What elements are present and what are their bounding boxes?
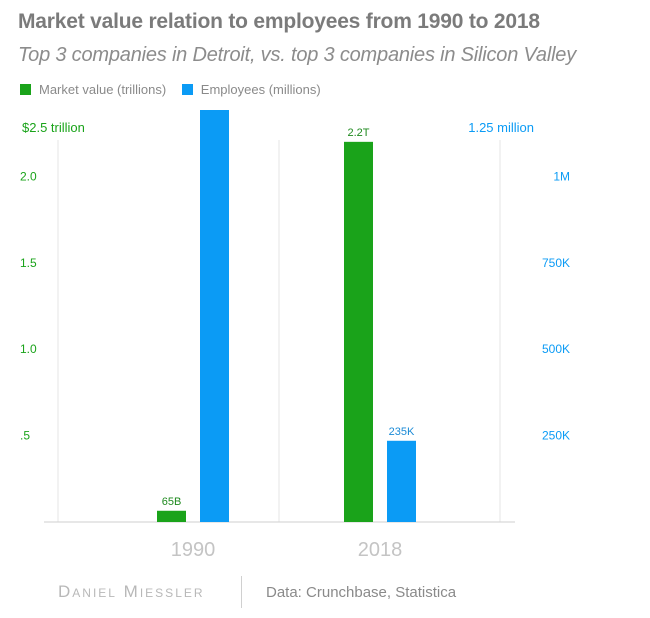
bar-1990-employees	[200, 110, 229, 522]
legend-label-market-value: Market value (trillions)	[39, 82, 167, 97]
legend-item-employees: Employees (millions)	[181, 82, 321, 97]
legend: Market value (trillions) Employees (mill…	[20, 82, 333, 98]
right-tick-label-0: 1M	[553, 169, 570, 183]
right-axis-title: 1.25 million	[468, 120, 534, 135]
data-source: Data: Crunchbase, Statistica	[266, 584, 457, 601]
footer: Daniel Miessler Data: Crunchbase, Statis…	[0, 572, 650, 612]
bar-2018-market-value	[344, 141, 373, 522]
right-tick-label-3: 250K	[542, 429, 570, 443]
bar-2018-employees	[387, 440, 416, 522]
left-tick-label-2: 1.0	[20, 342, 37, 356]
left-tick-label-1: 1.5	[20, 256, 37, 270]
bar-1990-market-value	[157, 510, 186, 522]
bar-chart: $2.5 trillion 1.25 million 2.0 1.5 1.0 .5 1M 75…	[20, 110, 570, 561]
legend-swatch-employees	[181, 84, 193, 95]
data-label-2018-market-value: 2.2T	[347, 127, 369, 139]
left-tick-label-0: 2.0	[20, 169, 37, 183]
brand-name: Daniel Miessler	[58, 582, 205, 601]
right-tick-label-1: 750K	[542, 256, 570, 270]
footer-divider	[241, 576, 242, 608]
chart-title: Market value relation to employees from …	[18, 10, 540, 33]
data-label-2018-employees: 235K	[389, 426, 415, 438]
left-axis-title: $2.5 trillion	[22, 120, 85, 135]
right-tick-label-2: 500K	[542, 342, 570, 356]
legend-label-employees: Employees (millions)	[200, 82, 321, 97]
left-tick-label-3: .5	[20, 429, 30, 443]
data-label-1990-market-value: 65B	[162, 496, 182, 508]
x-tick-label-1990: 1990	[171, 539, 216, 561]
legend-item-market-value: Market value (trillions)	[20, 82, 166, 97]
chart-subtitle: Top 3 companies in Detroit, vs. top 3 co…	[18, 44, 577, 66]
legend-swatch-market-value	[20, 84, 31, 95]
x-tick-label-2018: 2018	[358, 539, 403, 561]
